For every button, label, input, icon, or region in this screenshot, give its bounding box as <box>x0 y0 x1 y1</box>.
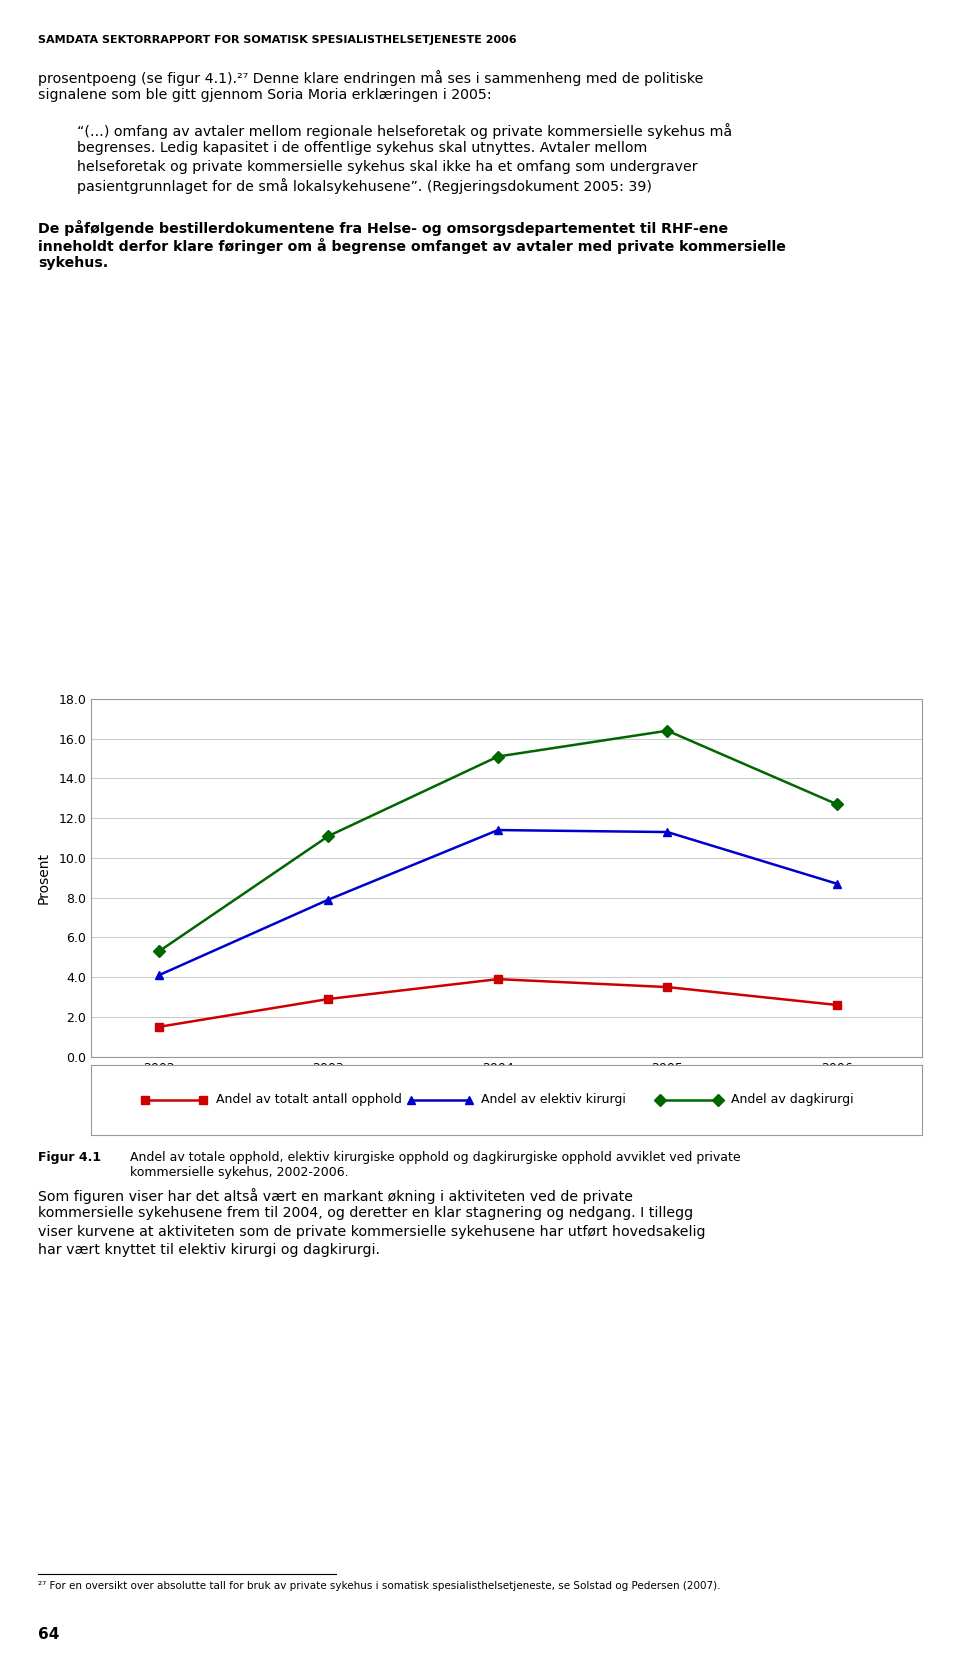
Text: signalene som ble gitt gjennom Soria Moria erklæringen i 2005:: signalene som ble gitt gjennom Soria Mor… <box>38 88 492 102</box>
Y-axis label: Prosent: Prosent <box>36 852 50 904</box>
Text: inneholdt derfor klare føringer om å begrense omfanget av avtaler med private ko: inneholdt derfor klare føringer om å beg… <box>38 238 786 255</box>
Text: kommersielle sykehusene frem til 2004, og deretter en klar stagnering og nedgang: kommersielle sykehusene frem til 2004, o… <box>38 1206 693 1220</box>
Text: viser kurvene at aktiviteten som de private kommersielle sykehusene har utført h: viser kurvene at aktiviteten som de priv… <box>38 1225 706 1238</box>
Text: har vært knyttet til elektiv kirurgi og dagkirurgi.: har vært knyttet til elektiv kirurgi og … <box>38 1243 380 1256</box>
Text: Andel av totalt antall opphold: Andel av totalt antall opphold <box>216 1093 401 1107</box>
Text: “(…) omfang av avtaler mellom regionale helseforetak og private kommersielle syk: “(…) omfang av avtaler mellom regionale … <box>77 123 732 140</box>
Text: Andel av dagkirurgi: Andel av dagkirurgi <box>731 1093 853 1107</box>
Text: sykehus.: sykehus. <box>38 256 108 270</box>
Text: begrenses. Ledig kapasitet i de offentlige sykehus skal utnyttes. Avtaler mellom: begrenses. Ledig kapasitet i de offentli… <box>77 141 647 155</box>
Text: ²⁷ For en oversikt over absolutte tall for bruk av private sykehus i somatisk sp: ²⁷ For en oversikt over absolutte tall f… <box>38 1581 721 1591</box>
X-axis label: År: År <box>497 1082 516 1095</box>
Text: De påfølgende bestillerdokumentene fra Helse- og omsorgsdepartementet til RHF-en: De påfølgende bestillerdokumentene fra H… <box>38 220 729 236</box>
Text: Andel av elektiv kirurgi: Andel av elektiv kirurgi <box>482 1093 626 1107</box>
Text: Figur 4.1: Figur 4.1 <box>38 1151 102 1165</box>
Text: helseforetak og private kommersielle sykehus skal ikke ha et omfang som undergra: helseforetak og private kommersielle syk… <box>77 160 697 173</box>
Text: pasientgrunnlaget for de små lokalsykehusene”. (Regjeringsdokument 2005: 39): pasientgrunnlaget for de små lokalsykehu… <box>77 178 652 195</box>
Text: Som figuren viser har det altså vært en markant økning i aktiviteten ved de priv: Som figuren viser har det altså vært en … <box>38 1188 634 1205</box>
Text: SAMDATA SEKTORRAPPORT FOR SOMATISK SPESIALISTHELSETJENESTE 2006: SAMDATA SEKTORRAPPORT FOR SOMATISK SPESI… <box>38 35 517 45</box>
Text: Andel av totale opphold, elektiv kirurgiske opphold og dagkirurgiske opphold avv: Andel av totale opphold, elektiv kirurgi… <box>130 1151 740 1180</box>
Text: prosentpoeng (se figur 4.1).²⁷ Denne klare endringen må ses i sammenheng med de : prosentpoeng (se figur 4.1).²⁷ Denne kla… <box>38 70 704 87</box>
Text: 64: 64 <box>38 1627 60 1642</box>
